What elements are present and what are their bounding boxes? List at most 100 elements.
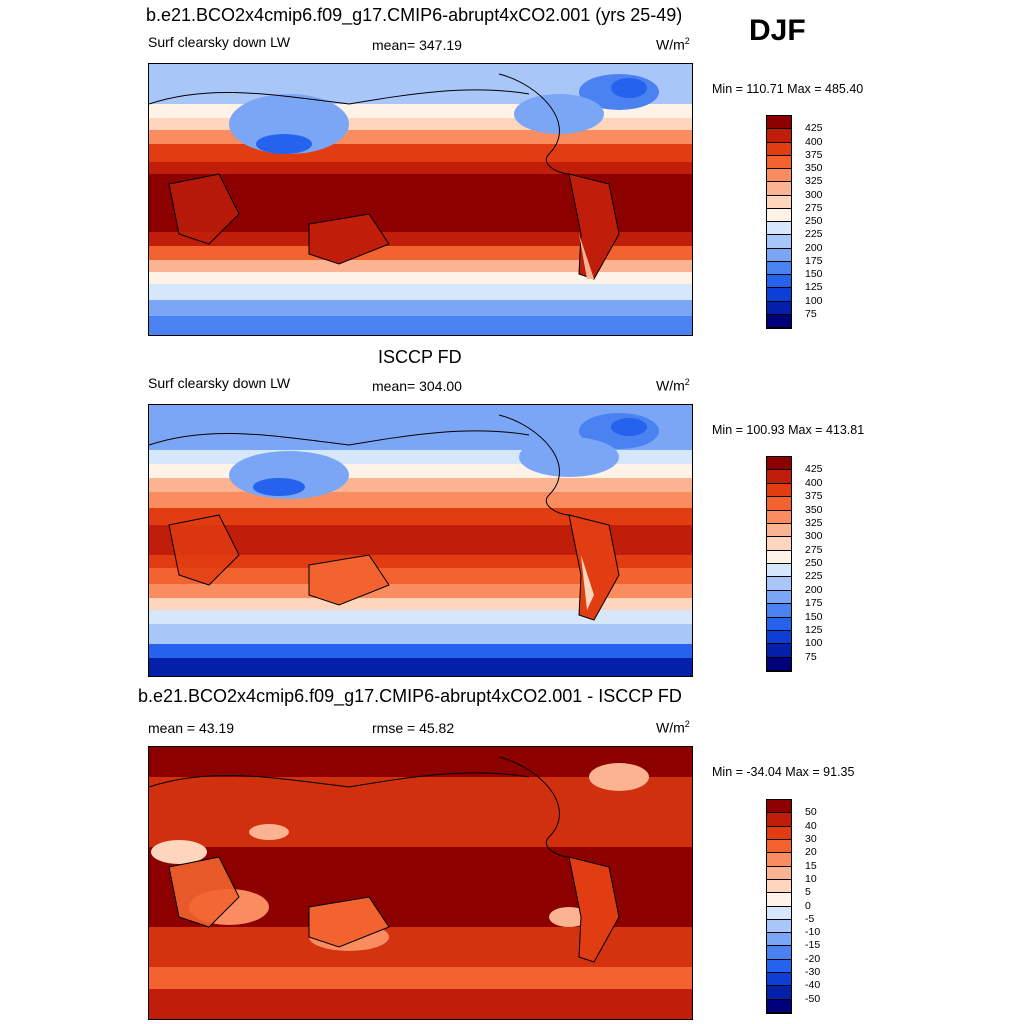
colorbar-swatch (767, 919, 791, 934)
colorbar-diff: 50 40 30 20 15 10 5 0 -5 -10 -15 -20 -30 -40 -50 (766, 799, 820, 1014)
mean-label: mean= 304.00 (372, 378, 462, 394)
colorbar-tick-label: 100 (805, 637, 823, 650)
colorbar-tick-label: 225 (805, 228, 823, 241)
colorbar-swatch (767, 142, 791, 156)
colorbar-tick-label: 350 (805, 162, 823, 174)
colorbar-tick-label: -50 (805, 992, 821, 1005)
colorbar-swatch (767, 523, 791, 538)
colorbar-tick-label: 75 (805, 650, 817, 663)
colorbar-swatch (767, 800, 791, 814)
panel-title: ISCCP FD (378, 347, 462, 367)
colorbar-swatch (767, 288, 791, 302)
colorbar-swatch (767, 195, 791, 209)
colorbar-swatch (767, 235, 791, 249)
colorbar-swatch (767, 879, 791, 894)
rmse-label: rmse = 45.82 (372, 720, 455, 736)
colorbar-tick-label: 225 (805, 570, 823, 583)
colorbar-swatch (767, 550, 791, 564)
colorbar-swatch (767, 630, 791, 645)
colorbar-tick-label: 300 (805, 530, 823, 543)
colorbar-tick-label: 300 (805, 188, 823, 201)
map-model (148, 63, 693, 336)
colorbar-tick-label: 125 (805, 623, 823, 636)
colorbar-obs: 425 400 375 350 325 300 275 250 225 200 175 150 125 1… (766, 456, 823, 672)
colorbar-swatch (767, 510, 791, 524)
colorbar-swatch (767, 301, 791, 315)
units-label: W/m2 (656, 36, 690, 53)
colorbar-tick-label: 275 (805, 543, 823, 556)
map-obs (148, 404, 693, 677)
colorbar-swatch (767, 537, 791, 551)
colorbar-tick-label: 30 (805, 832, 817, 845)
colorbar-swatch (767, 644, 791, 658)
colorbar-swatch (767, 155, 791, 169)
colorbar-tick-label: 200 (805, 241, 823, 254)
colorbar-tick-label: 15 (805, 859, 817, 872)
map-diff (148, 746, 693, 1020)
colorbar-swatch (767, 457, 791, 471)
colorbar-tick-label: 275 (805, 201, 823, 214)
colorbar-tick-label: 400 (805, 135, 823, 148)
colorbar-tick-label: -5 (805, 912, 815, 925)
min-max-label: Min = -34.04 Max = 91.35 (712, 765, 855, 779)
map-model-field (149, 64, 692, 335)
colorbar-swatch (767, 893, 791, 907)
colorbar-swatch (767, 577, 791, 591)
colorbar-tick-label: 150 (805, 610, 823, 623)
colorbar-tick-label: 425 (805, 463, 823, 476)
map-diff-field (149, 747, 692, 1019)
colorbar-tick-label: 50 (805, 806, 817, 819)
colorbar-swatch (767, 182, 791, 196)
colorbar-tick-label: 175 (805, 597, 823, 610)
colorbar-tick-label: -20 (805, 952, 821, 965)
units-label: W/m2 (656, 719, 690, 736)
colorbar-tick-label: -30 (805, 966, 821, 979)
colorbar-tick-label: 375 (805, 490, 823, 503)
colorbar-tick-label: 40 (805, 819, 817, 832)
panel-title: b.e21.BCO2x4cmip6.f09_g17.CMIP6-abrupt4x… (146, 5, 683, 25)
colorbar-swatch (767, 129, 791, 143)
colorbar-swatch (767, 933, 791, 947)
colorbar-swatch (767, 261, 791, 275)
map-obs-field (149, 405, 692, 676)
colorbar-tick-label: 75 (805, 307, 817, 320)
season-label: DJF (749, 14, 806, 47)
colorbar-swatch (767, 497, 791, 511)
mean-label: mean = 43.19 (148, 720, 235, 736)
units-label: W/m2 (656, 377, 690, 394)
colorbar-model: 425 400 375 350 325 300 275 250 225 200 175 150 125 1… (766, 115, 823, 329)
colorbar-tick-label: 10 (805, 872, 817, 885)
colorbar-tick-label: 150 (805, 268, 823, 280)
colorbar-tick-label: 125 (805, 281, 823, 294)
colorbar-swatch (767, 564, 791, 578)
colorbar-tick-label: 175 (805, 254, 823, 267)
colorbar-tick-label: 250 (805, 557, 823, 569)
colorbar-swatch (767, 866, 791, 880)
colorbar-swatch (767, 657, 791, 671)
colorbar-tick-label: 375 (805, 148, 823, 161)
colorbar-swatch (767, 275, 791, 289)
colorbar-tick-label: 325 (805, 516, 823, 529)
colorbar-swatch (767, 248, 791, 262)
colorbar-tick-label: 20 (805, 846, 817, 859)
colorbar-swatch (767, 314, 791, 328)
panel-title: b.e21.BCO2x4cmip6.f09_g17.CMIP6-abrupt4x… (138, 686, 682, 706)
min-max-label: Min = 110.71 Max = 485.40 (712, 82, 864, 96)
colorbar-swatch (767, 208, 791, 222)
colorbar-tick-label: 400 (805, 476, 823, 489)
colorbar-swatch (767, 839, 791, 854)
colorbar-swatch (767, 973, 791, 987)
colorbar-tick-label: 325 (805, 175, 823, 188)
colorbar-swatch (767, 470, 791, 484)
colorbar-swatch (767, 483, 791, 498)
colorbar-swatch (767, 604, 791, 618)
colorbar-swatch (767, 826, 791, 840)
colorbar-swatch (767, 813, 791, 827)
colorbar-tick-label: 200 (805, 583, 823, 596)
colorbar-swatch (767, 853, 791, 867)
colorbar-swatch (767, 222, 791, 236)
colorbar-swatch (767, 986, 791, 1000)
colorbar-swatch (767, 999, 791, 1013)
variable-label: Surf clearsky down LW (148, 34, 291, 50)
colorbar-tick-label: 250 (805, 215, 823, 227)
